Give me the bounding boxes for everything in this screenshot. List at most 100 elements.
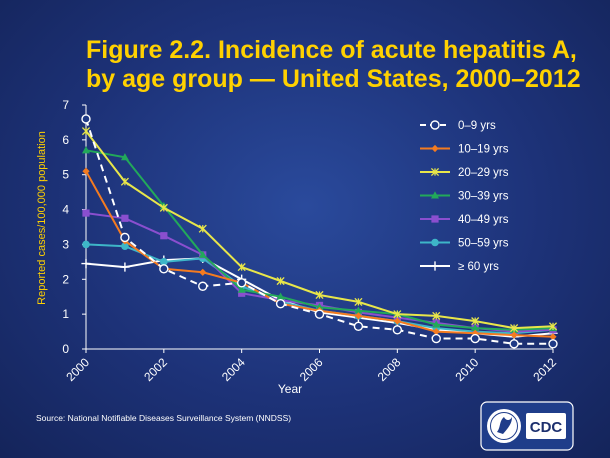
data-point — [549, 333, 557, 341]
y-axis-label: Reported cases/100,000 population — [36, 131, 48, 305]
data-point — [236, 278, 247, 288]
series-0 — [81, 114, 558, 349]
x-tick-label: 2004 — [219, 355, 248, 384]
legend-label: 40–49 yrs — [458, 214, 509, 226]
legend-item: 50–59 yrs — [420, 238, 509, 250]
legend-label: 10–19 yrs — [458, 144, 509, 156]
source-note: Source: National Notifiable Diseases Sur… — [36, 413, 291, 423]
legend: 0–9 yrs 10–19 yrs 20–29 yrs 30–39 yrs 40–49 … — [420, 120, 509, 273]
data-point — [81, 114, 91, 124]
legend-item: 10–19 yrs — [420, 144, 509, 156]
legend-marker — [430, 261, 440, 271]
data-point — [276, 292, 285, 300]
legend-marker — [431, 144, 439, 153]
x-tick-label: 2010 — [453, 355, 482, 384]
legend-marker — [430, 167, 440, 177]
legend-item: 40–49 yrs — [420, 214, 509, 226]
y-tick-label: 4 — [62, 203, 69, 217]
data-point — [510, 324, 519, 333]
data-point — [510, 331, 518, 339]
legend-label: 50–59 yrs — [458, 238, 509, 250]
chart-title-line2: by age group — United States, 2000–2012 — [86, 65, 581, 93]
data-point — [120, 177, 129, 186]
legend-label: 30–39 yrs — [458, 191, 509, 203]
data-point — [159, 264, 169, 274]
data-point — [120, 232, 130, 243]
legend-label: 0–9 yrs — [458, 120, 496, 132]
data-point — [198, 281, 208, 291]
x-ticks: 2000 2002 2004 2006 2008 2010 2012 — [63, 349, 559, 384]
legend-item: 30–39 yrs — [420, 191, 509, 203]
data-point — [548, 339, 558, 349]
cdc-badge — [526, 413, 566, 439]
data-point — [471, 323, 480, 332]
x-axis-label: Year — [278, 382, 302, 396]
data-point — [548, 322, 558, 331]
data-point — [160, 232, 168, 240]
y-tick-label: 6 — [62, 133, 69, 147]
data-point — [121, 214, 129, 222]
data-point — [432, 320, 441, 328]
data-point — [82, 240, 90, 249]
data-point — [237, 263, 246, 272]
y-tick-label: 0 — [62, 342, 69, 356]
data-point — [393, 317, 401, 325]
data-point — [353, 321, 364, 332]
y-tick-label: 1 — [62, 307, 69, 321]
data-point — [509, 339, 519, 349]
y-ticks: 0 1 2 3 4 5 6 7 — [62, 98, 86, 356]
x-tick-label: 2008 — [375, 355, 404, 384]
legend-label: 20–29 yrs — [458, 167, 509, 179]
data-point — [237, 285, 246, 293]
data-point — [471, 317, 480, 326]
legend-marker — [431, 238, 439, 247]
data-point — [314, 309, 325, 319]
data-point — [275, 298, 286, 309]
legend-marker — [431, 191, 439, 199]
data-point — [82, 167, 90, 175]
legend-marker — [430, 120, 440, 130]
series-layer — [81, 114, 558, 349]
y-tick-label: 2 — [62, 272, 69, 286]
data-point — [392, 325, 403, 335]
data-point — [432, 311, 441, 320]
cdc-logo-text: CDC — [530, 419, 563, 436]
cdc-logo: CDC — [480, 401, 574, 451]
legend-item: 20–29 yrs — [420, 167, 509, 179]
data-point — [315, 302, 324, 311]
data-point — [121, 242, 129, 250]
x-tick-label: 2002 — [141, 355, 170, 384]
series-2 — [81, 127, 558, 333]
hhs-eagle-icon — [487, 409, 521, 443]
data-point — [238, 289, 246, 297]
data-point — [199, 268, 207, 276]
data-point — [393, 310, 402, 319]
data-point — [354, 297, 363, 307]
y-tick-label: 7 — [62, 98, 69, 112]
data-point — [354, 312, 363, 320]
data-point — [120, 153, 129, 161]
data-point — [470, 333, 480, 344]
legend-label: ≥ 60 yrs — [458, 261, 499, 273]
y-tick-label: 3 — [62, 237, 69, 251]
series-line — [85, 243, 554, 335]
data-point — [431, 333, 441, 344]
data-point — [276, 276, 285, 286]
data-point — [120, 262, 130, 272]
legend-item: 0–9 yrs — [420, 120, 496, 132]
data-point — [81, 259, 91, 269]
data-point — [82, 146, 90, 154]
x-tick-label: 2006 — [297, 355, 326, 384]
data-point — [198, 250, 207, 258]
y-tick-label: 5 — [62, 168, 69, 182]
data-point — [354, 306, 363, 314]
data-point — [198, 224, 207, 233]
data-point — [159, 203, 168, 212]
data-point — [160, 258, 168, 266]
chart-title-line1: Figure 2.2. Incidence of acute hepatitis… — [86, 36, 577, 64]
legend-marker — [431, 215, 439, 223]
x-tick-label: 2000 — [63, 355, 92, 384]
data-point — [315, 290, 324, 300]
